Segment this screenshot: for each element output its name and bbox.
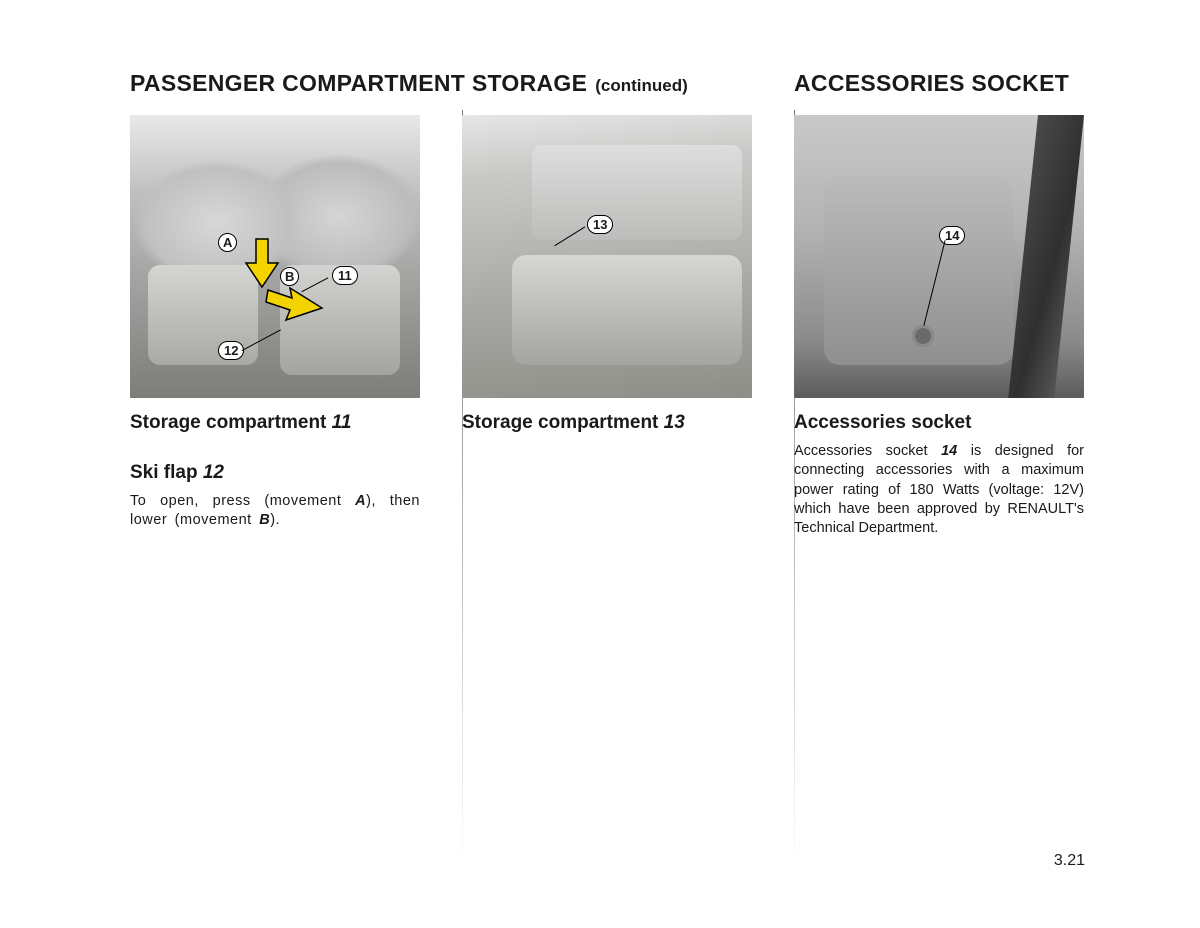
- caption-3: Accessories socket: [794, 412, 1090, 434]
- title-right: ACCESSORIES SOCKET: [794, 70, 1090, 97]
- body-1-B: B: [259, 512, 270, 528]
- column-3: ACCESSORIES SOCKET 14 Accessories socket…: [794, 70, 1090, 538]
- caption-1-text: Storage compartment: [130, 412, 332, 433]
- callout-13: 13: [587, 215, 613, 234]
- figure-2: 13: [462, 115, 752, 398]
- figure-2-shape: [532, 145, 742, 240]
- spacer: [462, 70, 758, 115]
- figure-3: 14: [794, 115, 1084, 398]
- page-number: 3.21: [1054, 852, 1085, 870]
- body-3: Accessories socket 14 is designed for co…: [794, 442, 1084, 538]
- caption-2-text: Storage compartment: [462, 412, 664, 433]
- figure-2-shape: [512, 255, 742, 365]
- caption-1: Storage compartment 11: [130, 412, 426, 434]
- caption-2-num: 13: [664, 412, 685, 433]
- body-3-num: 14: [941, 443, 957, 459]
- page: PASSENGER COMPARTMENT STORAGE (continued…: [0, 0, 1200, 538]
- subcaption-1: Ski flap 12: [130, 462, 426, 484]
- arrow-b-icon: [262, 280, 332, 330]
- header-left: PASSENGER COMPARTMENT STORAGE (continued…: [130, 70, 426, 97]
- caption-1-num: 11: [332, 412, 352, 433]
- callout-11: 11: [332, 266, 358, 285]
- subcaption-1-text: Ski flap: [130, 462, 203, 483]
- body-1-c: ).: [270, 512, 280, 528]
- body-3-a: Accessories socket: [794, 443, 941, 459]
- body-1-a: To open, press (movement: [130, 493, 355, 509]
- column-1: PASSENGER COMPARTMENT STORAGE (continued…: [130, 70, 426, 538]
- socket-dot-icon: [912, 325, 934, 347]
- column-2: 13 Storage compartment 13: [462, 70, 758, 538]
- subcaption-1-num: 12: [203, 462, 224, 483]
- body-1-A: A: [355, 493, 366, 509]
- callout-12: 12: [218, 341, 244, 360]
- body-1: To open, press (movement A), then lower …: [130, 492, 420, 531]
- figure-1: A B 11 12: [130, 115, 420, 398]
- caption-2: Storage compartment 13: [462, 412, 758, 434]
